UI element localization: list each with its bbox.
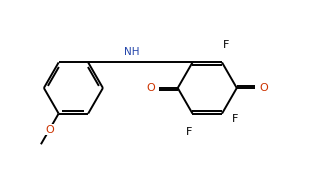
Text: F: F [232, 114, 238, 124]
Text: O: O [146, 83, 155, 93]
Text: F: F [186, 127, 193, 137]
Text: NH: NH [124, 47, 140, 57]
Text: O: O [260, 83, 268, 93]
Text: O: O [45, 125, 54, 135]
Text: F: F [223, 40, 229, 51]
